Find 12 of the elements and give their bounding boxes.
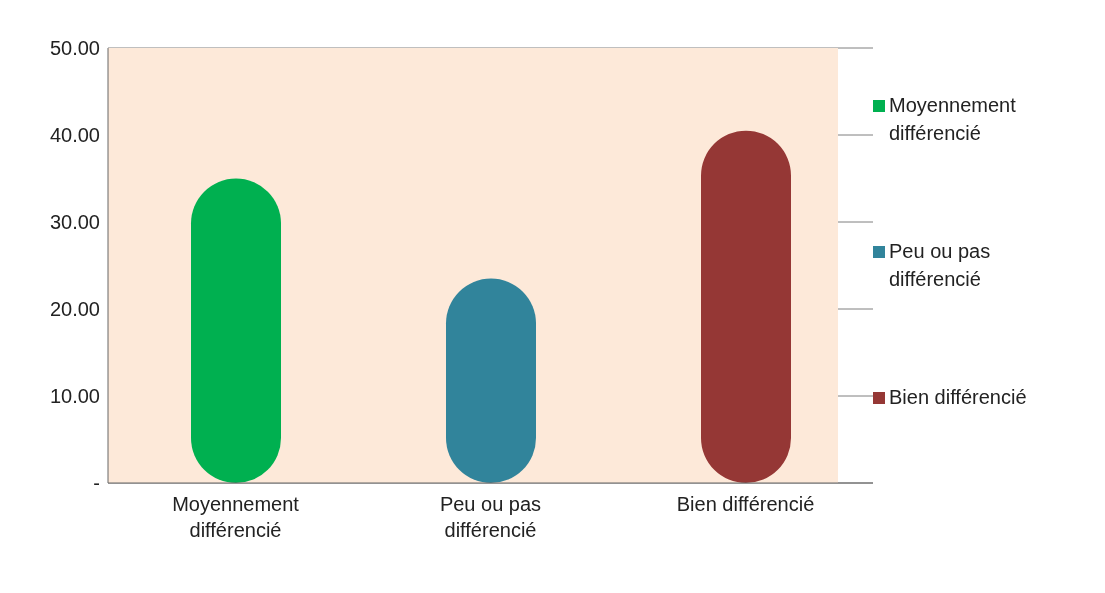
legend-label: Moyennement différencié [889,92,1017,146]
y-tick-label: - [93,472,100,495]
x-tick-label: Peu ou pas différencié [439,493,542,541]
y-tick-label: 10.00 [49,385,100,408]
x-tick-label: Moyennement différencié [172,493,300,541]
y-tick-label: 20.00 [49,298,100,321]
y-tick-label: 50.00 [49,37,100,60]
legend-label: Peu ou pas différencié [889,238,992,292]
legend-label: Bien différencié [889,384,1028,410]
x-tick-label: Bien différencié [676,493,815,515]
y-tick-label: 40.00 [49,124,100,147]
y-tick-label: 30.00 [49,211,100,234]
